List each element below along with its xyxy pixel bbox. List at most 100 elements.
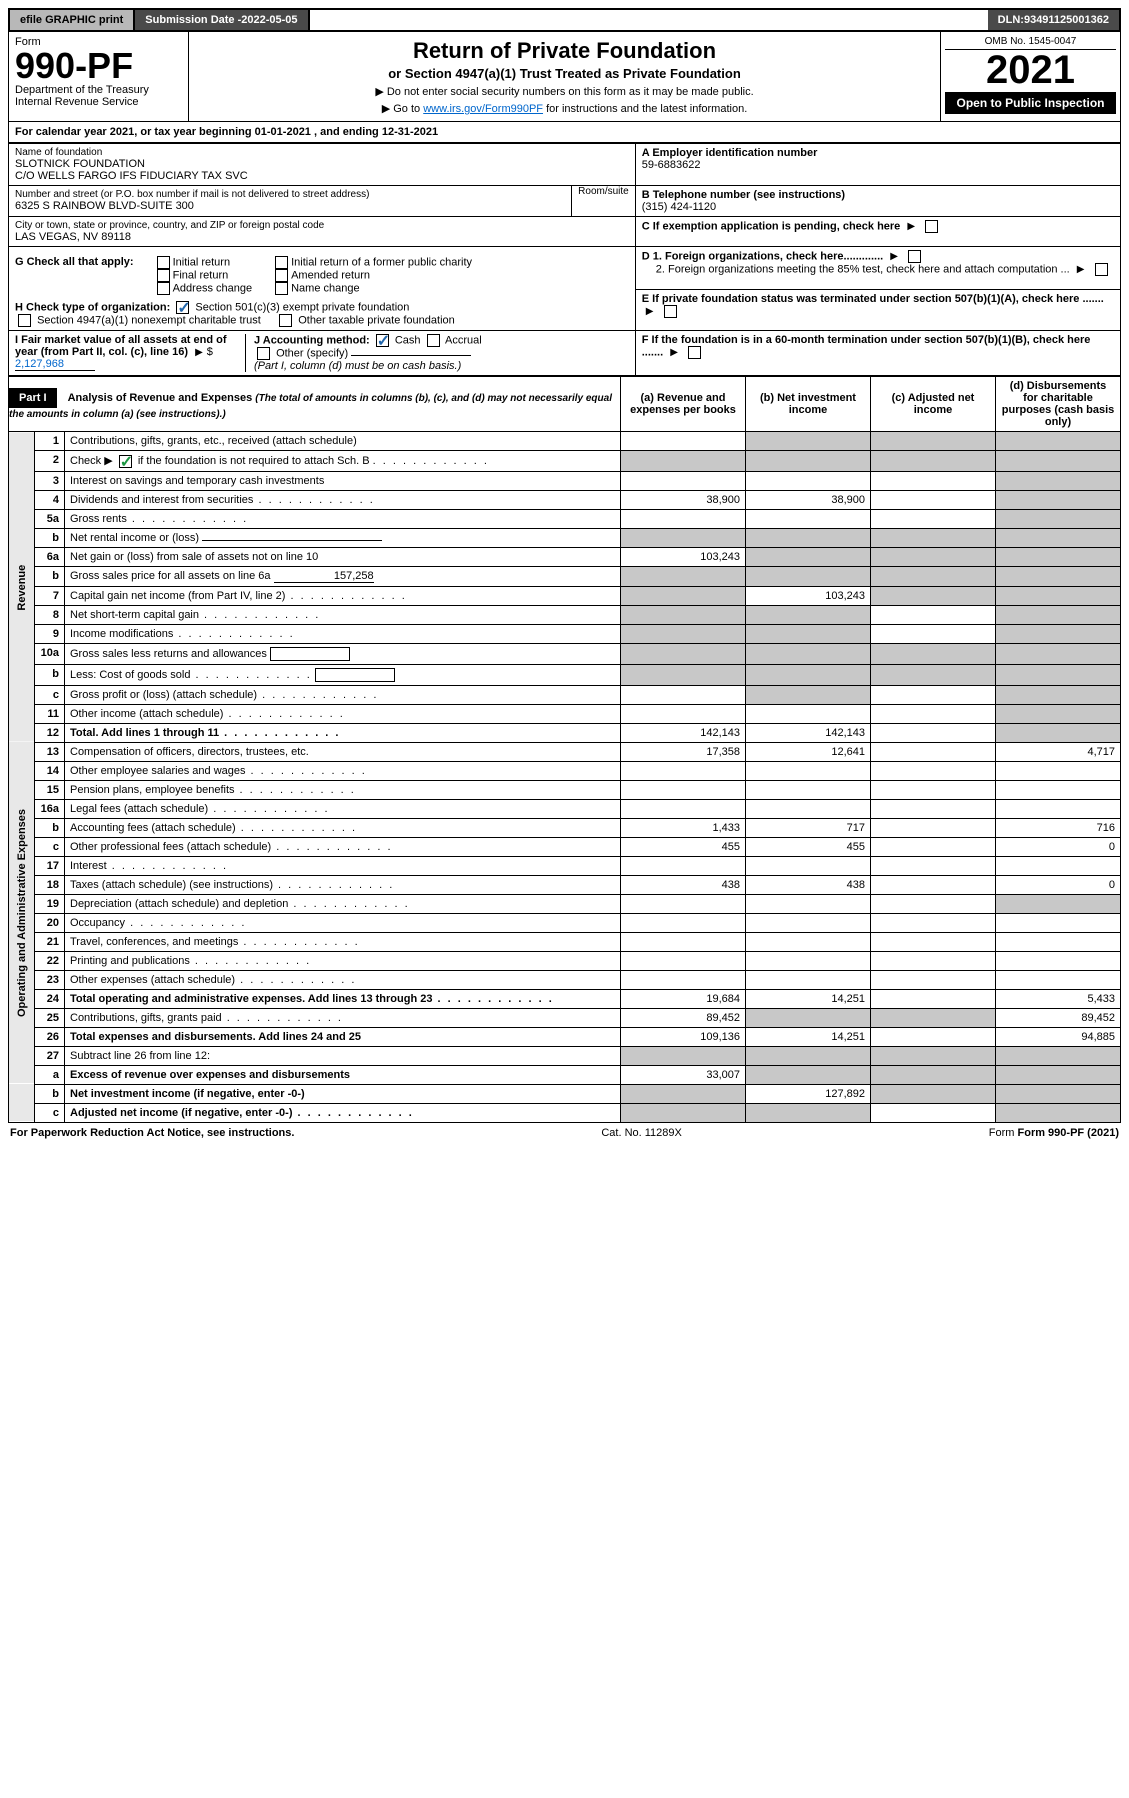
cell [746,704,871,723]
cell [871,989,996,1008]
cell: 19,684 [621,989,746,1008]
cell [996,856,1121,875]
line-num: b [35,1084,65,1103]
d2-checkbox[interactable] [1095,263,1108,276]
phone-value: (315) 424-1120 [642,201,1114,213]
r2-pre: Check ▶ [70,455,113,467]
cell [746,856,871,875]
cell-shaded [996,1084,1121,1103]
top-bar: efile GRAPHIC print Submission Date - 20… [8,8,1121,32]
line-num: b [35,818,65,837]
form-subtitle: or Section 4947(a)(1) Trust Treated as P… [195,66,934,81]
line-desc: Check ▶ if the foundation is not require… [65,451,621,472]
g-amended-checkbox[interactable] [275,269,288,282]
part1-label: Part I [9,388,57,408]
cell: 103,243 [746,586,871,605]
g-name-text: Name change [291,282,360,294]
cell-shaded [871,528,996,547]
line-num: 26 [35,1027,65,1046]
cell [996,761,1121,780]
c-checkbox[interactable] [925,220,938,233]
entity-table: Name of foundation SLOTNICK FOUNDATION C… [8,143,1121,376]
line-num: 10a [35,643,65,664]
dept-line2: Internal Revenue Service [15,96,182,108]
line-num: c [35,837,65,856]
line-num: 2 [35,451,65,472]
cell-shaded [996,586,1121,605]
line-num: b [35,566,65,586]
arrow-icon [907,220,915,232]
revenue-section-label: Revenue [9,432,35,743]
r22-text: Printing and publications [70,955,190,967]
cell [871,490,996,509]
cell-shaded [871,643,996,664]
j-other-checkbox[interactable] [257,347,270,360]
r27c-text: Adjusted net income (if negative, enter … [70,1107,292,1119]
cell-shaded [871,432,996,451]
cell: 109,136 [621,1027,746,1046]
header-left: Form 990-PF Department of the Treasury I… [9,32,189,121]
cell [621,951,746,970]
r14-text: Other employee salaries and wages [70,765,245,777]
r9-text: Income modifications [70,628,173,640]
line-num: 27 [35,1046,65,1065]
line-desc: Other expenses (attach schedule) [65,970,621,989]
cell [621,856,746,875]
d2-label: 2. Foreign organizations meeting the 85%… [656,263,1070,275]
g-final-checkbox[interactable] [157,269,170,282]
cell-shaded [996,509,1121,528]
cell [871,856,996,875]
cell: 0 [996,837,1121,856]
line-num: 20 [35,913,65,932]
e-checkbox[interactable] [664,305,677,318]
cell-shaded [996,1065,1121,1084]
cell: 5,433 [996,989,1121,1008]
cell: 127,892 [746,1084,871,1103]
line-desc: Excess of revenue over expenses and disb… [65,1065,621,1084]
g-addr-checkbox[interactable] [157,282,170,295]
cell [746,894,871,913]
cell: 455 [621,837,746,856]
name-label: Name of foundation [15,147,629,158]
g-initial-checkbox[interactable] [157,256,170,269]
header-center: Return of Private Foundation or Section … [189,32,940,121]
room-label: Room/suite [571,186,629,216]
d1-checkbox[interactable] [908,250,921,263]
cell-shaded [621,1103,746,1122]
cell: 455 [746,837,871,856]
j-cash-checkbox[interactable] [376,334,389,347]
line-num: 5a [35,509,65,528]
line-num: a [35,1065,65,1084]
calyear-pre: For calendar year 2021, or tax year begi… [15,126,255,138]
cell-shaded [746,1065,871,1084]
instructions-link[interactable]: www.irs.gov/Form990PF [423,103,543,115]
form-title: Return of Private Foundation [195,38,934,64]
line-desc: Travel, conferences, and meetings [65,932,621,951]
cell-shaded [621,1046,746,1065]
schb-checkbox[interactable] [119,455,132,468]
r6b-text: Gross sales price for all assets on line… [70,570,271,582]
cell [871,624,996,643]
g-label: G Check all that apply: [15,256,134,268]
cell [746,913,871,932]
cell [621,799,746,818]
cell-shaded [871,586,996,605]
f-checkbox[interactable] [688,346,701,359]
opexp-section-label: Operating and Administrative Expenses [9,742,35,1084]
g-initial-text: Initial return [173,256,230,268]
cell [621,761,746,780]
g-name-checkbox[interactable] [275,282,288,295]
h-4947-checkbox[interactable] [18,314,31,327]
submission-date: Submission Date - 2022-05-05 [135,10,309,30]
form-number: 990-PF [15,48,182,84]
ein-label: A Employer identification number [642,147,1114,159]
line-desc: Total expenses and disbursements. Add li… [65,1027,621,1046]
j-cash-text: Cash [395,334,421,346]
h-other-checkbox[interactable] [279,314,292,327]
cell-shaded [871,547,996,566]
cell: 89,452 [621,1008,746,1027]
j-accrual-checkbox[interactable] [427,334,440,347]
form-header: Form 990-PF Department of the Treasury I… [8,32,1121,122]
g-initial-former-checkbox[interactable] [275,256,288,269]
h-501c3-checkbox[interactable] [176,301,189,314]
